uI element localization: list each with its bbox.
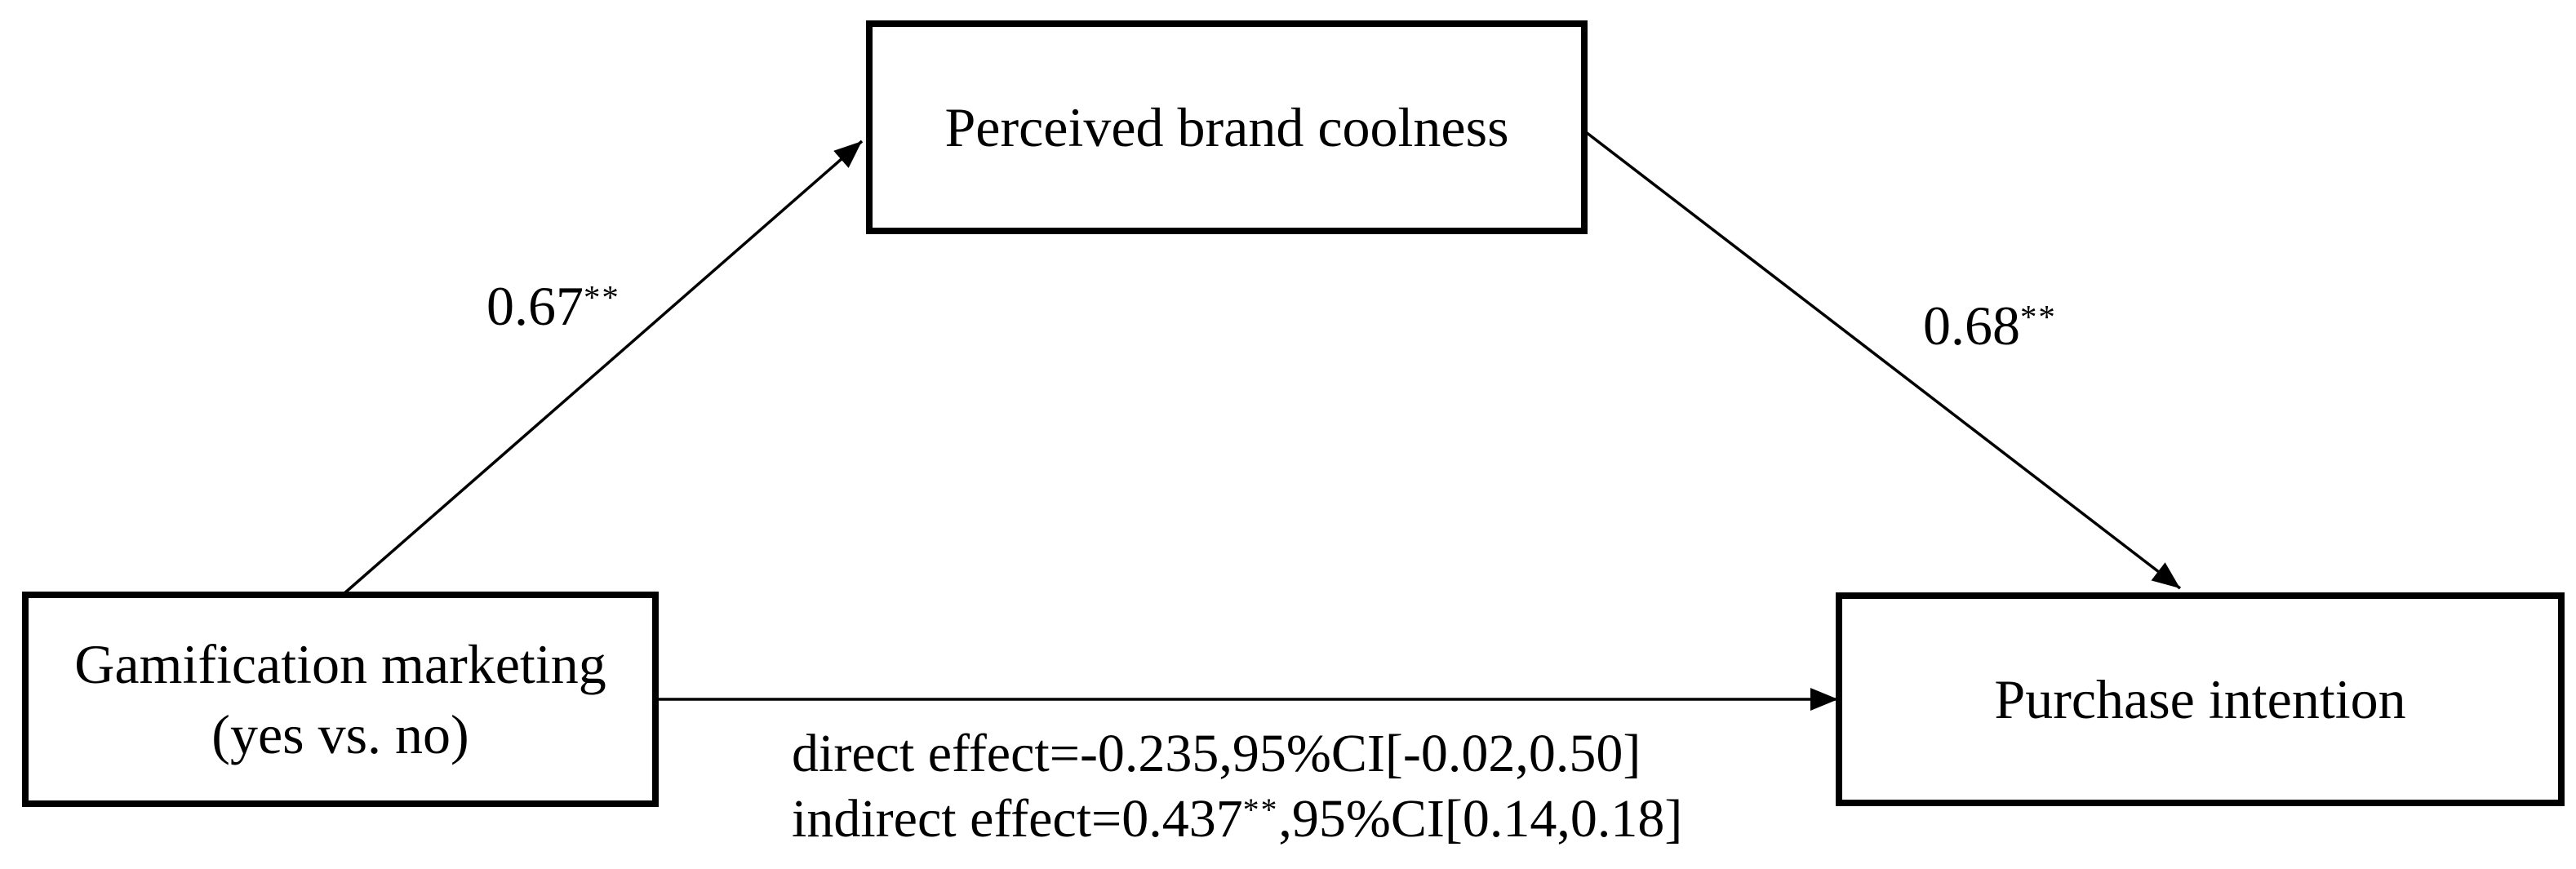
effect-estimates: direct effect=-0.235,95%CI[-0.02,0.50] i… <box>792 721 1682 858</box>
node-perceived-brand-coolness: Perceived brand coolness <box>866 20 1588 234</box>
path-a-significance: ** <box>584 278 620 316</box>
indirect-effect-text: indirect effect=0.437**,95%CI[0.14,0.18] <box>792 787 1682 858</box>
iv-label-line1: Gamification marketing <box>74 633 606 695</box>
path-b-value: 0.68 <box>1923 295 2020 357</box>
path-a-coefficient: 0.67** <box>486 274 620 338</box>
node-purchase-intention: Purchase intention <box>1836 592 2565 806</box>
node-gamification-marketing: Gamification marketing (yes vs. no) <box>22 592 659 807</box>
indirect-effect-prefix: indirect effect=0.437 <box>792 789 1243 849</box>
path-b-arrow <box>1584 131 2182 590</box>
path-a-arrow <box>343 140 864 595</box>
dv-label: Purchase intention <box>1994 668 2406 730</box>
indirect-effect-significance: ** <box>1242 791 1279 828</box>
iv-label-line2: (yes vs. no) <box>211 703 469 765</box>
direct-effect-text: direct effect=-0.235,95%CI[-0.02,0.50] <box>792 724 1641 783</box>
path-b-coefficient: 0.68** <box>1923 294 2057 357</box>
indirect-effect-suffix: ,95%CI[0.14,0.18] <box>1278 789 1683 849</box>
mediator-label: Perceived brand coolness <box>944 96 1509 158</box>
path-b-significance: ** <box>2020 298 2057 335</box>
path-a-value: 0.67 <box>486 275 584 337</box>
